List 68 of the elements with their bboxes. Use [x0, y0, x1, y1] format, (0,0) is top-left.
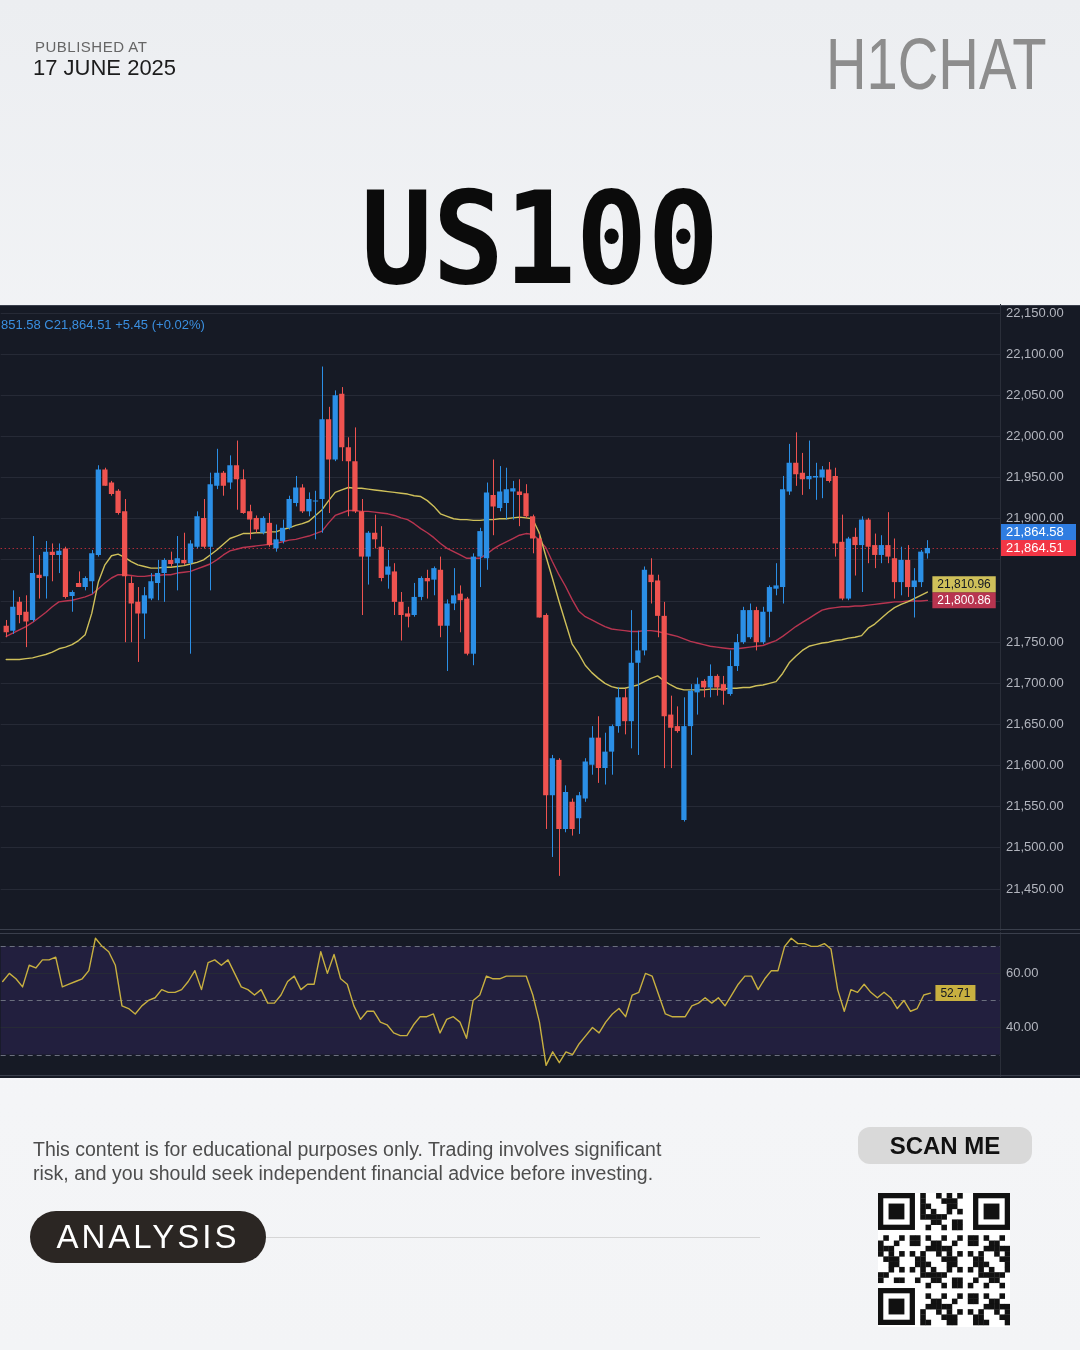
candlestick: [365, 530, 371, 586]
candlestick: [852, 527, 858, 577]
y-tick-label: 60.00: [1006, 965, 1039, 981]
candlestick: [451, 567, 457, 611]
text: SCAN ME: [858, 1127, 1032, 1164]
candlestick: [385, 549, 391, 590]
candlestick: [707, 664, 713, 699]
candlestick: [885, 511, 891, 564]
candlestick: [174, 535, 180, 592]
candlestick: [576, 791, 582, 835]
y-tick-label: 21,500.00: [1006, 839, 1064, 855]
y-tick-label: 22,050.00: [1006, 387, 1064, 403]
candlestick: [497, 465, 503, 513]
text: 17 JUNE 2025: [33, 55, 177, 81]
y-tick-label: 21,600.00: [1006, 757, 1064, 773]
candlestick: [431, 566, 437, 596]
y-tick-label: 21,700.00: [1006, 675, 1064, 691]
y-tick-label: 21,550.00: [1006, 798, 1064, 814]
candlestick: [674, 706, 680, 734]
candlestick: [69, 590, 75, 613]
text: ANALYSIS: [30, 1211, 266, 1263]
candlestick: [181, 532, 187, 566]
candlestick: [635, 630, 641, 756]
y-tick-label: 40.00: [1006, 1019, 1039, 1035]
y-tick-label: 21,650.00: [1006, 716, 1064, 732]
candlestick: [793, 432, 799, 487]
text: 21,864.58: [1001, 524, 1076, 540]
data-label: 52.71: [940, 986, 971, 1001]
ref-line-label: 21,864.51: [1006, 540, 1064, 556]
candlestick: [56, 543, 62, 574]
y-tick-label: 22,150.00: [1006, 304, 1064, 320]
y-tick-label: 22,100.00: [1006, 345, 1064, 361]
candlestick: [720, 675, 727, 706]
candlestick: [622, 688, 628, 736]
candlestick: [36, 554, 42, 600]
text: This content is for educational purposes only. Trading involves significant risk, and you should seek independent financial advice before investing.: [33, 1138, 663, 1185]
text: PUBLISHED AT: [35, 38, 148, 55]
candlestick: [898, 546, 904, 596]
candlestick: [733, 633, 740, 672]
candlestick: [260, 515, 266, 536]
chart-title: US100: [360, 164, 720, 313]
candlestick: [220, 470, 226, 497]
candlestick: [891, 538, 898, 600]
data-label: 21,800.86: [937, 593, 992, 608]
data-label: 21,810.96: [937, 577, 992, 592]
y-tick-label: 21,900.00: [1006, 510, 1064, 526]
candlestick: [602, 732, 608, 786]
candlestick: [233, 440, 240, 511]
candlestick: [227, 455, 233, 490]
candlestick: [10, 590, 16, 635]
candlestick: [490, 459, 496, 536]
candlestick: [266, 512, 273, 548]
candlestick: [418, 576, 424, 601]
candlestick: [299, 483, 305, 514]
candlestick: [345, 436, 351, 517]
candlestick: [878, 534, 884, 564]
candlestick: [411, 582, 417, 618]
candlestick: [161, 557, 167, 603]
y-tick-label: 22,000.00: [1006, 428, 1064, 444]
y-tick-label: 21,750.00: [1006, 633, 1064, 649]
annotation: 851.58 C21,864.51 +5.45 (+0.02%): [1, 317, 205, 332]
candlestick: [826, 461, 832, 484]
y-tick-label: 21,950.00: [1006, 469, 1064, 485]
candlestick: [529, 514, 536, 554]
candlestick: [714, 673, 720, 697]
candlestick: [444, 599, 450, 672]
text: H1CHAT: [826, 24, 1047, 104]
y-tick-label: 21,450.00: [1006, 880, 1064, 896]
